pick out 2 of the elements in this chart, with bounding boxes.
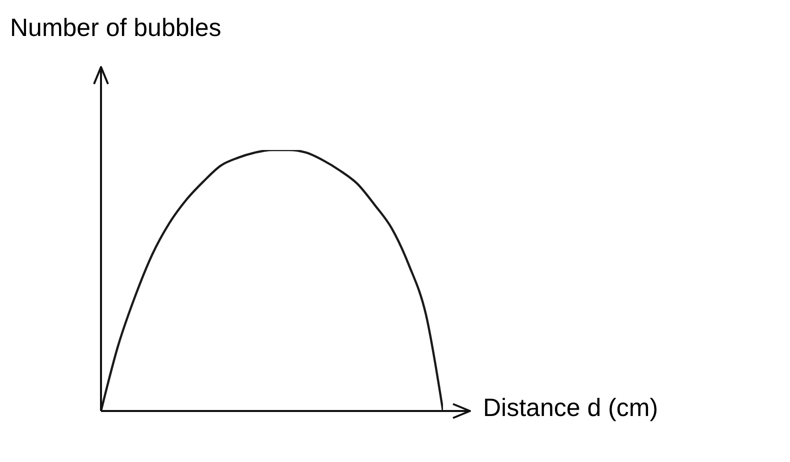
x-axis-title: Distance d (cm) (483, 394, 658, 423)
y-axis-title: Number of bubbles (10, 14, 222, 43)
